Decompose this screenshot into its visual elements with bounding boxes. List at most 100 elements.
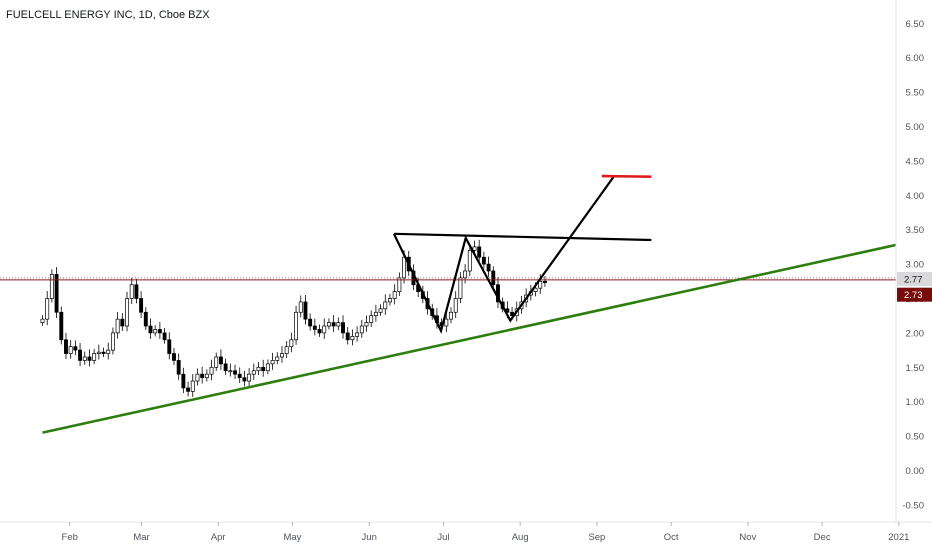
candle	[78, 343, 83, 367]
candle	[364, 315, 369, 332]
candle	[256, 362, 261, 375]
candle	[186, 381, 191, 397]
candle	[125, 291, 129, 332]
candle	[392, 284, 397, 305]
candle	[181, 367, 186, 394]
candle	[294, 305, 299, 345]
candle-body	[204, 373, 209, 378]
candle-body	[364, 322, 369, 327]
candle	[68, 340, 73, 359]
candle-body	[247, 373, 252, 382]
candle-body	[486, 263, 491, 272]
candle	[139, 291, 144, 319]
candle-body	[64, 339, 68, 354]
candle-body	[218, 356, 223, 365]
candle-body	[139, 298, 144, 313]
candle-body	[251, 370, 256, 375]
candle-body	[134, 284, 139, 299]
candle	[59, 306, 64, 345]
axes	[0, 0, 932, 523]
candle-body	[444, 318, 449, 327]
x-tick-label: Feb	[62, 532, 78, 543]
candle	[463, 264, 468, 284]
candle-body	[453, 298, 458, 313]
candle	[64, 332, 68, 360]
candle-body	[157, 329, 162, 334]
candle	[153, 325, 158, 337]
candle	[449, 307, 453, 324]
candle-body	[233, 370, 237, 375]
candle-body	[392, 291, 397, 299]
candle-body	[542, 280, 547, 284]
candle-body	[308, 318, 313, 327]
pattern-path	[392, 175, 616, 334]
drawings[interactable]	[0, 174, 897, 434]
candle-body	[153, 329, 158, 334]
candle	[477, 239, 482, 263]
candle-body	[275, 356, 280, 361]
x-tick-label: Aug	[512, 532, 529, 543]
x-tick-label: Jul	[437, 532, 449, 543]
x-tick-label: Sep	[588, 532, 605, 543]
candle	[322, 318, 327, 339]
candle	[167, 332, 172, 360]
candle	[228, 363, 233, 377]
candle-body	[49, 274, 54, 299]
candle	[284, 341, 289, 359]
y-tick-label: 0.00	[906, 466, 925, 477]
candle	[242, 370, 247, 387]
candle	[204, 369, 209, 382]
candle	[326, 318, 331, 330]
candle-body	[284, 346, 289, 354]
candle-body	[261, 366, 266, 372]
candle	[120, 312, 125, 331]
y-tick-label: 0.50	[906, 432, 925, 443]
candle	[209, 359, 214, 381]
candle	[40, 315, 45, 326]
candle-body	[92, 353, 97, 361]
candle	[265, 359, 270, 375]
candle-body	[350, 335, 355, 341]
candle-body	[538, 280, 543, 289]
candle-body	[289, 339, 294, 348]
candle-body	[388, 298, 392, 303]
candle-body	[172, 353, 176, 361]
candle-body	[533, 287, 538, 292]
y-tick-label: 5.50	[906, 88, 925, 99]
candle	[92, 348, 97, 365]
candle	[317, 324, 322, 337]
candle-body	[73, 346, 78, 351]
candle	[303, 295, 308, 325]
candle	[369, 310, 374, 327]
last-price-badge	[897, 287, 932, 302]
candle-body	[110, 332, 115, 351]
candle-body	[228, 370, 233, 373]
candle-body	[129, 284, 134, 299]
candle-body	[317, 329, 322, 334]
candle	[383, 294, 388, 315]
candles	[40, 239, 547, 397]
prev-close-badge	[897, 271, 932, 286]
candle	[359, 319, 364, 338]
candle-body	[209, 366, 214, 375]
candle-body	[54, 274, 59, 313]
neckline	[393, 232, 652, 242]
candle	[87, 349, 92, 367]
y-tick-label: 3.00	[906, 260, 925, 271]
support-trendline	[42, 243, 897, 434]
candle-body	[143, 311, 148, 327]
candle-body	[186, 387, 191, 392]
candle	[195, 368, 200, 386]
candle	[172, 347, 176, 365]
candle-body	[280, 353, 284, 358]
candle-body	[294, 311, 299, 341]
candle	[345, 326, 350, 345]
candle	[275, 352, 280, 365]
candle-body	[200, 373, 205, 378]
candle	[496, 277, 500, 308]
candle-body	[402, 256, 407, 279]
candle-body	[214, 356, 219, 368]
symbol-title: FUELCELL ENERGY INC, 1D, Cboe BZX	[6, 9, 210, 21]
candle-body	[115, 318, 120, 334]
